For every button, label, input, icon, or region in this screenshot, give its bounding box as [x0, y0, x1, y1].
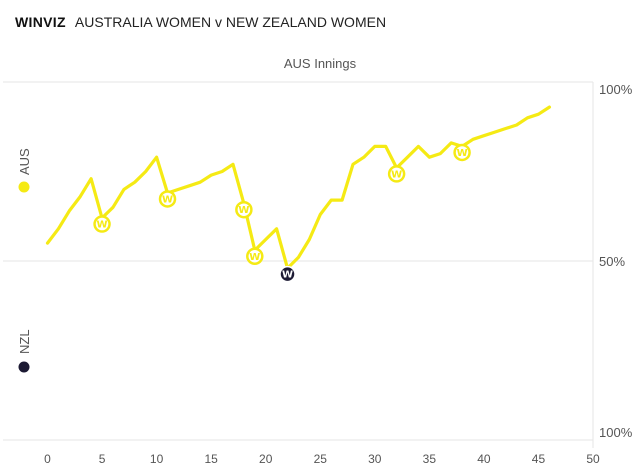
y-tick-label: 50% — [599, 254, 625, 269]
team-label-nzl: NZL — [17, 329, 32, 354]
wicket-marker[interactable]: W — [93, 215, 111, 233]
x-tick-label: 0 — [44, 452, 51, 466]
match-title: AUSTRALIA WOMEN v NEW ZEALAND WOMEN — [74, 14, 387, 30]
wicket-label: W — [282, 270, 293, 281]
x-tick-label: 10 — [150, 452, 164, 466]
wicket-label: W — [457, 148, 468, 159]
wicket-marker[interactable]: W — [158, 190, 177, 208]
wicket-marker[interactable]: W — [235, 200, 253, 219]
x-tick-label: 5 — [99, 452, 106, 466]
wicket-label: W — [97, 220, 108, 231]
x-tick-label: 20 — [259, 452, 273, 466]
wicket-marker[interactable]: W — [387, 165, 406, 183]
x-tick-label: 45 — [532, 452, 546, 466]
wicket-label: W — [391, 169, 402, 180]
wicket-marker[interactable]: W — [453, 143, 471, 162]
x-tick-label: 15 — [204, 452, 218, 466]
wicket-circle — [279, 265, 296, 283]
wicket-marker[interactable]: W — [279, 265, 296, 283]
team-label-aus: AUS — [17, 148, 32, 175]
x-tick-label: 50 — [586, 452, 600, 466]
wicket-marker[interactable]: W — [246, 247, 264, 266]
x-tick-label: 35 — [423, 452, 437, 466]
wicket-circle — [387, 165, 406, 183]
chart-title: AUS Innings — [283, 56, 357, 71]
y-tick-label: 100% — [599, 82, 633, 97]
wicket-circle — [93, 215, 111, 233]
x-tick-label: 40 — [477, 452, 491, 466]
team-dot-nzl — [18, 361, 30, 373]
page-header: WINVIZ AUSTRALIA WOMEN v NEW ZEALAND WOM… — [15, 14, 386, 30]
brand-logo: WINVIZ — [15, 14, 66, 30]
wicket-circle — [235, 200, 253, 219]
wicket-label: W — [238, 205, 249, 216]
wicket-label: W — [249, 252, 260, 263]
wicket-circle — [453, 143, 471, 162]
x-tick-label: 25 — [314, 452, 328, 466]
x-tick-label: 30 — [368, 452, 382, 466]
wicket-circle — [246, 247, 264, 266]
series-line — [45, 105, 552, 270]
wicket-circle — [158, 190, 177, 208]
y-tick-label: 100% — [599, 425, 633, 440]
wicket-label: W — [162, 194, 173, 205]
team-dot-aus — [18, 181, 30, 193]
